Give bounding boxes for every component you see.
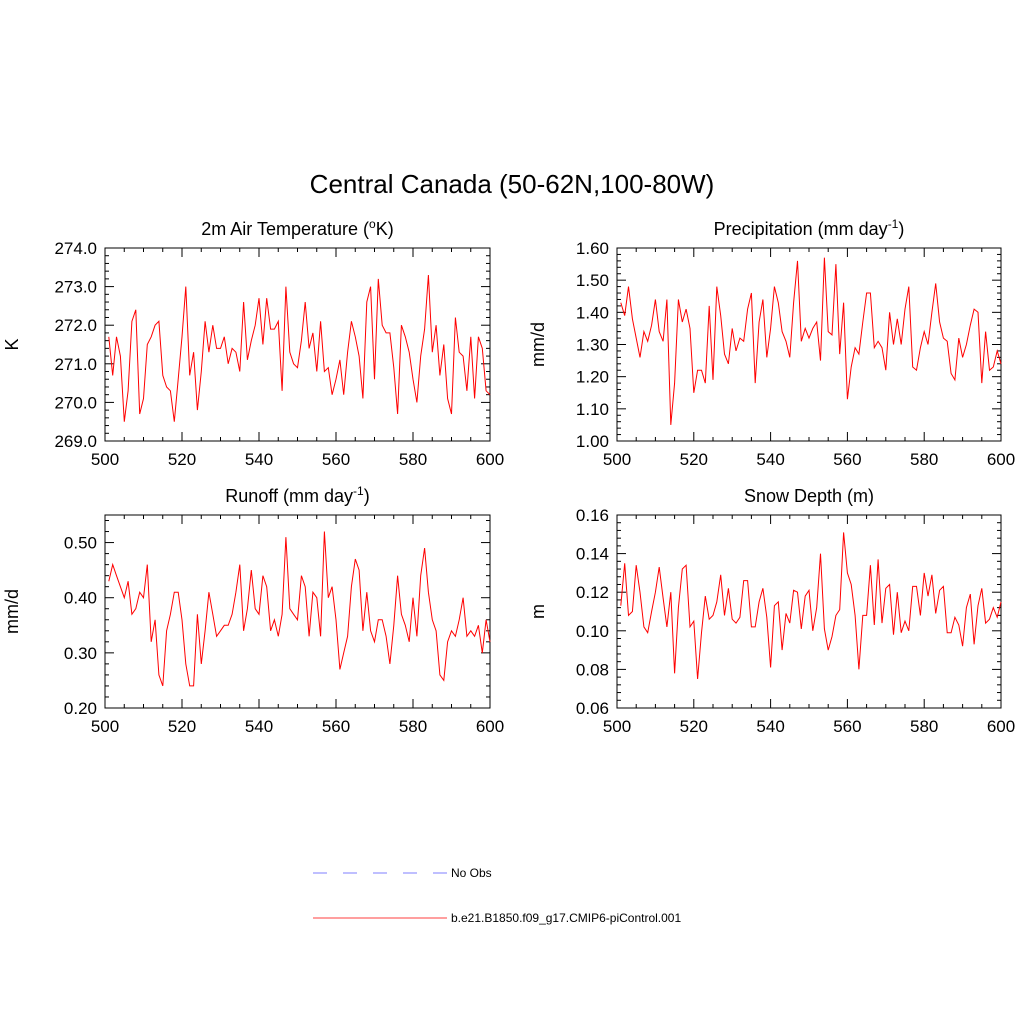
y-tick-label: 0.20 — [64, 699, 97, 718]
x-tick-label: 560 — [833, 717, 861, 736]
y-tick-label: 0.12 — [576, 583, 609, 602]
y-axis-label-temperature: K — [2, 338, 22, 350]
y-axis-label-snow-depth: m — [528, 604, 548, 619]
legend-label-no-obs: No Obs — [451, 866, 492, 880]
panel-title-main: Snow Depth (m) — [744, 486, 874, 506]
y-tick-label: 0.50 — [64, 534, 97, 553]
plot-frame-precipitation — [616, 247, 1002, 442]
x-tick-label: 540 — [756, 450, 784, 469]
panel-title-sup: -1 — [888, 217, 899, 231]
panel-temperature: 2m Air Temperature (oK) K 500 520 540 560 580 6… — [2, 217, 504, 469]
legend: No Obs b.e21.B1850.f09_g17.CMIP6-piContr… — [313, 866, 681, 925]
x-tick-label: 500 — [91, 717, 119, 736]
y-tick-label: 272.0 — [54, 316, 97, 335]
y-tick-label: 1.50 — [576, 271, 609, 290]
panel-title-runoff: Runoff (mm day-1) — [225, 484, 369, 506]
figure-title: Central Canada (50-62N,100-80W) — [310, 169, 715, 199]
series-line-snow-depth — [620, 532, 1002, 680]
x-tick-label: 520 — [680, 717, 708, 736]
panel-title-suffix: K) — [376, 219, 394, 239]
y-tick-label: 0.08 — [576, 660, 609, 679]
y-tick-label: 1.10 — [576, 400, 609, 419]
y-tick-label: 0.30 — [64, 644, 97, 663]
panel-snow-depth: Snow Depth (m) m 500 520 540 560 580 600 0.06 0.0… — [528, 486, 1015, 736]
y-tick-label: 0.06 — [576, 699, 609, 718]
panel-title-snow-depth: Snow Depth (m) — [744, 486, 874, 506]
panel-title-main: Precipitation (mm day — [714, 219, 888, 239]
x-tick-label: 580 — [399, 717, 427, 736]
y-axis-label-runoff: mm/d — [2, 589, 22, 634]
series-line-runoff — [108, 531, 491, 687]
y-tick-label: 0.10 — [576, 622, 609, 641]
y-tick-label: 0.14 — [576, 545, 609, 564]
y-tick-label: 269.0 — [54, 432, 97, 451]
panel-title-precipitation: Precipitation (mm day-1) — [714, 217, 905, 239]
panel-title-temperature: 2m Air Temperature (oK) — [201, 217, 393, 239]
y-tick-label: 1.60 — [576, 239, 609, 258]
panel-title-main: Runoff (mm day — [225, 486, 353, 506]
panel-title-sup: o — [369, 217, 376, 231]
y-tick-label: 270.0 — [54, 393, 97, 412]
series-line-precipitation — [620, 257, 1002, 425]
x-tick-label: 540 — [756, 717, 784, 736]
x-tick-label: 560 — [833, 450, 861, 469]
y-tick-label: 273.0 — [54, 278, 97, 297]
x-tick-label: 540 — [245, 450, 273, 469]
x-tick-label: 540 — [245, 717, 273, 736]
x-tick-label: 600 — [987, 450, 1015, 469]
x-tick-label: 500 — [603, 450, 631, 469]
x-tick-label: 600 — [476, 450, 504, 469]
y-tick-label: 1.40 — [576, 303, 609, 322]
x-tick-label: 500 — [91, 450, 119, 469]
panel-title-main: 2m Air Temperature ( — [201, 219, 369, 239]
panel-precipitation: Precipitation (mm day-1) mm/d 500 520 540 560… — [528, 217, 1015, 469]
x-tick-label: 520 — [168, 717, 196, 736]
x-tick-label: 580 — [910, 717, 938, 736]
x-tick-label: 580 — [399, 450, 427, 469]
x-tick-label: 520 — [168, 450, 196, 469]
x-tick-label: 520 — [680, 450, 708, 469]
plot-frame-snow-depth — [616, 514, 1002, 709]
y-tick-label: 1.20 — [576, 368, 609, 387]
y-tick-label: 0.16 — [576, 506, 609, 525]
y-tick-label: 0.40 — [64, 589, 97, 608]
x-tick-label: 600 — [987, 717, 1015, 736]
y-tick-label: 274.0 — [54, 239, 97, 258]
y-tick-label: 1.30 — [576, 336, 609, 355]
x-tick-label: 580 — [910, 450, 938, 469]
panel-title-suffix: ) — [898, 219, 904, 239]
panel-title-suffix: ) — [364, 486, 370, 506]
x-tick-label: 500 — [603, 717, 631, 736]
y-tick-label: 1.00 — [576, 432, 609, 451]
plot-frame-runoff — [104, 514, 491, 709]
x-tick-label: 560 — [322, 450, 350, 469]
x-tick-label: 560 — [322, 717, 350, 736]
legend-label-model: b.e21.B1850.f09_g17.CMIP6-piControl.001 — [451, 911, 681, 925]
y-axis-label-precipitation: mm/d — [528, 322, 548, 367]
x-tick-label: 600 — [476, 717, 504, 736]
y-tick-label: 271.0 — [54, 355, 97, 374]
panel-runoff: Runoff (mm day-1) mm/d 500 520 540 560 580 600 0… — [2, 484, 504, 736]
series-line-temperature — [108, 274, 491, 422]
panel-title-sup: -1 — [353, 484, 364, 498]
